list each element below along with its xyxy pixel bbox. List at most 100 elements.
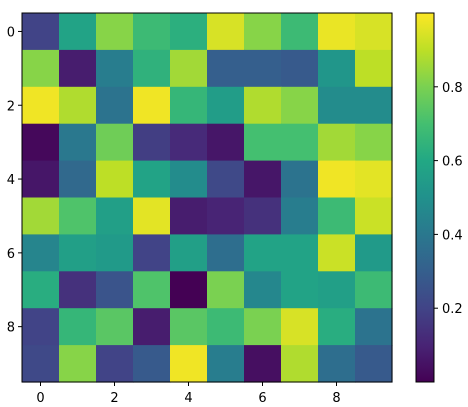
colorbar-axis: 0.2 0.4 0.6 0.8 [434, 81, 463, 317]
y-tick-label: 8 [7, 321, 15, 336]
heatmap-cell [22, 123, 60, 162]
heatmap-cell [96, 197, 134, 235]
heatmap-cell [318, 160, 356, 199]
heatmap-cell [59, 49, 97, 88]
heatmap-cell [244, 197, 282, 235]
x-tick-label: 8 [332, 391, 340, 406]
heatmap-cell [96, 308, 134, 346]
y-tick-label: 4 [7, 173, 15, 188]
heatmap-cell [22, 345, 60, 383]
heatmap-cell [318, 271, 356, 309]
x-axis: 0 2 4 6 8 [36, 382, 341, 406]
heatmap-cell [207, 308, 245, 346]
heatmap-cell [281, 160, 319, 199]
heatmap-cell [96, 271, 134, 309]
x-tick-label: 2 [110, 391, 118, 406]
colorbar-tick-label: 0.2 [442, 302, 463, 317]
heatmap-cell [281, 308, 319, 346]
heatmap-cell [170, 271, 208, 309]
heatmap-cell [318, 49, 356, 88]
heatmap-cell [355, 123, 393, 162]
colorbar-tick-label: 0.4 [442, 228, 463, 243]
heatmap-cell [96, 13, 134, 51]
heatmap-cell [133, 308, 171, 346]
heatmap-cell [170, 308, 208, 346]
heatmap-cell [207, 345, 245, 383]
heatmap-cell [96, 160, 134, 199]
heatmap-cell [59, 234, 97, 272]
heatmap-cell [96, 86, 134, 125]
heatmap-cell [355, 271, 393, 309]
heatmap-cell [133, 86, 171, 125]
heatmap-cell [244, 271, 282, 309]
y-tick-label: 2 [7, 99, 15, 114]
heatmap-cell [355, 160, 393, 199]
heatmap-cell [22, 234, 60, 272]
heatmap-cell [96, 49, 134, 88]
heatmap-cell [244, 49, 282, 88]
heatmap-cell [318, 345, 356, 383]
heatmap-cell [318, 234, 356, 272]
heatmap-cell [281, 234, 319, 272]
heatmap-cell [244, 13, 282, 51]
y-axis: 0 2 4 6 8 [7, 25, 22, 336]
heatmap-cell [133, 271, 171, 309]
heatmap-cell [207, 123, 245, 162]
heatmap-cell [281, 86, 319, 125]
colorbar-tick-label: 0.6 [442, 155, 463, 170]
heatmap-cell [59, 197, 97, 235]
heatmap-cell [318, 197, 356, 235]
heatmap-cell [318, 308, 356, 346]
heatmap-cell [170, 123, 208, 162]
heatmap-cell [133, 13, 171, 51]
heatmap-cell [59, 13, 97, 51]
heatmap-cell [170, 160, 208, 199]
heatmap-cell [355, 345, 393, 383]
heatmap-cell [207, 271, 245, 309]
x-tick-label: 0 [36, 391, 44, 406]
heatmap-cell [170, 234, 208, 272]
heatmap-cell [22, 271, 60, 309]
heatmap-cell [133, 123, 171, 162]
colorbar-tick-label: 0.8 [442, 81, 463, 96]
heatmap-cell [59, 86, 97, 125]
heatmap-cell [318, 123, 356, 162]
heatmap-cell [133, 345, 171, 383]
heatmap-cell [244, 345, 282, 383]
heatmap-cell [281, 197, 319, 235]
heatmap-cell [133, 49, 171, 88]
heatmap-cell [207, 234, 245, 272]
heatmap-cell [281, 13, 319, 51]
heatmap-cell [281, 123, 319, 162]
heatmap-cell [22, 49, 60, 88]
heatmap-cell [133, 160, 171, 199]
heatmap-cell [207, 86, 245, 125]
heatmap-cell [355, 234, 393, 272]
heatmap-cell [170, 345, 208, 383]
heatmap-cell [281, 49, 319, 88]
heatmap-cell [170, 197, 208, 235]
plot-frame [21, 12, 393, 383]
heatmap-cell [96, 345, 134, 383]
heatmap-cell [207, 13, 245, 51]
x-tick-label: 6 [258, 391, 266, 406]
heatmap-cell [22, 160, 60, 199]
heatmap-cell [96, 234, 134, 272]
heatmap-cell [318, 13, 356, 51]
heatmap-cell [207, 49, 245, 88]
heatmap-cell [355, 197, 393, 235]
heatmap-cell [170, 49, 208, 88]
heatmap-cell [318, 86, 356, 125]
colorbar [416, 13, 434, 382]
heatmap-cell [281, 271, 319, 309]
heatmap-cell [22, 197, 60, 235]
heatmap-cell [59, 345, 97, 383]
heatmap-cell [59, 271, 97, 309]
heatmap-cell [207, 160, 245, 199]
heatmap-cell [355, 86, 393, 125]
heatmap-cell [355, 13, 393, 51]
x-tick-label: 4 [184, 391, 192, 406]
heatmap-cell [59, 160, 97, 199]
heatmap-cell [133, 234, 171, 272]
